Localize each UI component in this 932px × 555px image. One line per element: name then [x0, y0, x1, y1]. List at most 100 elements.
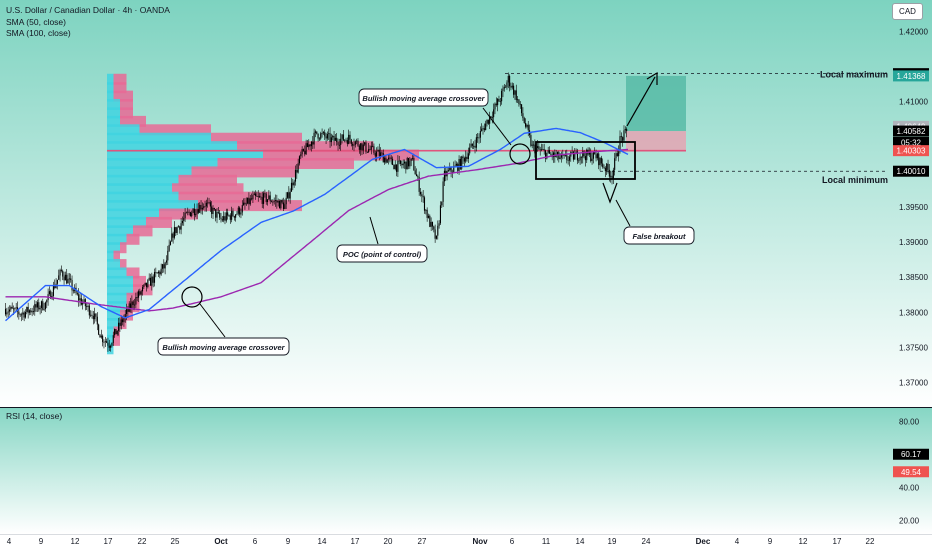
candle-body	[337, 142, 339, 145]
candle-body	[168, 244, 170, 251]
position-tool[interactable]	[626, 75, 686, 151]
volume-profile-sell-bar	[126, 267, 140, 279]
volume-profile-buy-bar	[107, 267, 127, 279]
time-tick-label: 9	[768, 537, 773, 546]
price-axis[interactable]: 1.420001.410001.400001.395001.390001.385…	[893, 28, 929, 526]
candle-body	[607, 163, 609, 170]
time-tick-label: Dec	[696, 537, 711, 546]
candle-body	[522, 113, 524, 119]
candle-body	[6, 312, 8, 315]
candle-body	[467, 153, 469, 159]
candle-body	[606, 163, 608, 172]
candle-body	[257, 196, 259, 198]
candle-body	[90, 314, 92, 316]
candle-body	[423, 197, 426, 211]
candle-body	[490, 116, 492, 118]
candle-body	[497, 98, 499, 106]
candle-body	[120, 319, 122, 326]
volume-profile-buy-bar	[107, 233, 127, 245]
candle-body	[155, 272, 157, 273]
candle-body	[259, 196, 261, 198]
volume-profile-buy-bar	[107, 208, 159, 220]
rsi-ma-value-tag[interactable]	[893, 466, 929, 478]
volume-profile-buy-bar	[107, 166, 192, 178]
candle-body	[397, 160, 399, 172]
candle-body	[380, 152, 382, 157]
candle-body	[82, 302, 84, 305]
target-price-tag[interactable]	[893, 70, 929, 82]
rsi-value-tag[interactable]	[893, 448, 929, 460]
local-min-price-tag[interactable]	[893, 165, 929, 177]
candle-body	[517, 99, 519, 101]
candle-body	[235, 214, 237, 218]
candle-body	[360, 143, 362, 150]
candle-body	[111, 342, 113, 346]
candle-body	[495, 103, 497, 106]
candle-body	[324, 132, 326, 137]
candle-body	[118, 322, 120, 331]
candle-body	[590, 152, 592, 162]
candle-body	[232, 210, 234, 217]
candle-body	[378, 149, 380, 157]
candle-body	[18, 311, 20, 315]
candle-body	[313, 132, 315, 145]
candle-body	[219, 212, 221, 218]
candle-body	[356, 140, 358, 142]
candle-body	[293, 181, 295, 186]
last-price-tag[interactable]	[893, 125, 929, 137]
candle-body	[173, 227, 175, 238]
volume-profile-buy-bar	[107, 284, 133, 296]
candle-body	[100, 335, 102, 338]
sma50-legend[interactable]: SMA (50, close)	[6, 17, 66, 27]
candle-body	[505, 86, 507, 88]
candle-body	[36, 302, 39, 308]
candle-body	[560, 154, 563, 158]
volume-profile-sell-bar	[263, 149, 419, 161]
countdown-price-tag[interactable]	[893, 136, 929, 148]
time-tick-label: 22	[138, 537, 147, 546]
candle-body	[304, 150, 306, 155]
volume-profile-buy-bar	[107, 191, 179, 203]
candle-body	[458, 159, 460, 171]
candle-body	[115, 328, 117, 335]
candle-body	[382, 152, 384, 163]
crossover-circle-bottom	[181, 286, 203, 308]
currency-button[interactable]: CAD	[892, 3, 923, 20]
candle-body	[373, 146, 375, 154]
candle-body	[223, 216, 225, 221]
candle-body	[600, 157, 602, 164]
candle-body	[556, 152, 559, 156]
candle-body	[290, 182, 293, 192]
rsi-legend[interactable]: RSI (14, close)	[6, 411, 63, 421]
time-tick-label: 12	[799, 537, 808, 546]
candle-body	[249, 198, 251, 205]
candle-body	[494, 103, 496, 110]
candle-body	[442, 181, 444, 202]
take-profit-zone[interactable]	[626, 75, 686, 132]
candle-body	[31, 311, 33, 313]
candle-body	[429, 215, 431, 227]
candle-body	[143, 284, 145, 288]
sma100-legend[interactable]: SMA (100, close)	[6, 28, 71, 38]
candle-body	[321, 133, 323, 135]
poc-price-tag[interactable]	[893, 145, 929, 157]
candle-body	[124, 313, 126, 319]
candle-body	[79, 298, 81, 301]
volume-profile-sell-bar	[113, 82, 127, 94]
candle-body	[163, 264, 165, 269]
time-axis[interactable]: 4 9 12 17 22 25 Oct 6 9 14 17 20 27 Nov 6 11 14 19 24 Dec 4 9…	[7, 537, 875, 546]
candle-body	[280, 200, 282, 209]
candle-body	[67, 278, 69, 284]
candle-body	[112, 335, 114, 343]
candle-body	[539, 149, 541, 151]
candle-body	[122, 319, 124, 323]
candle-body	[197, 209, 199, 213]
candle-body	[345, 139, 347, 141]
volume-profile-buy-bar	[107, 200, 198, 212]
candle-body	[54, 285, 56, 288]
volume-profile-sell-bar	[178, 174, 237, 186]
candle-body	[98, 324, 100, 335]
stop-loss-zone[interactable]	[626, 131, 686, 151]
